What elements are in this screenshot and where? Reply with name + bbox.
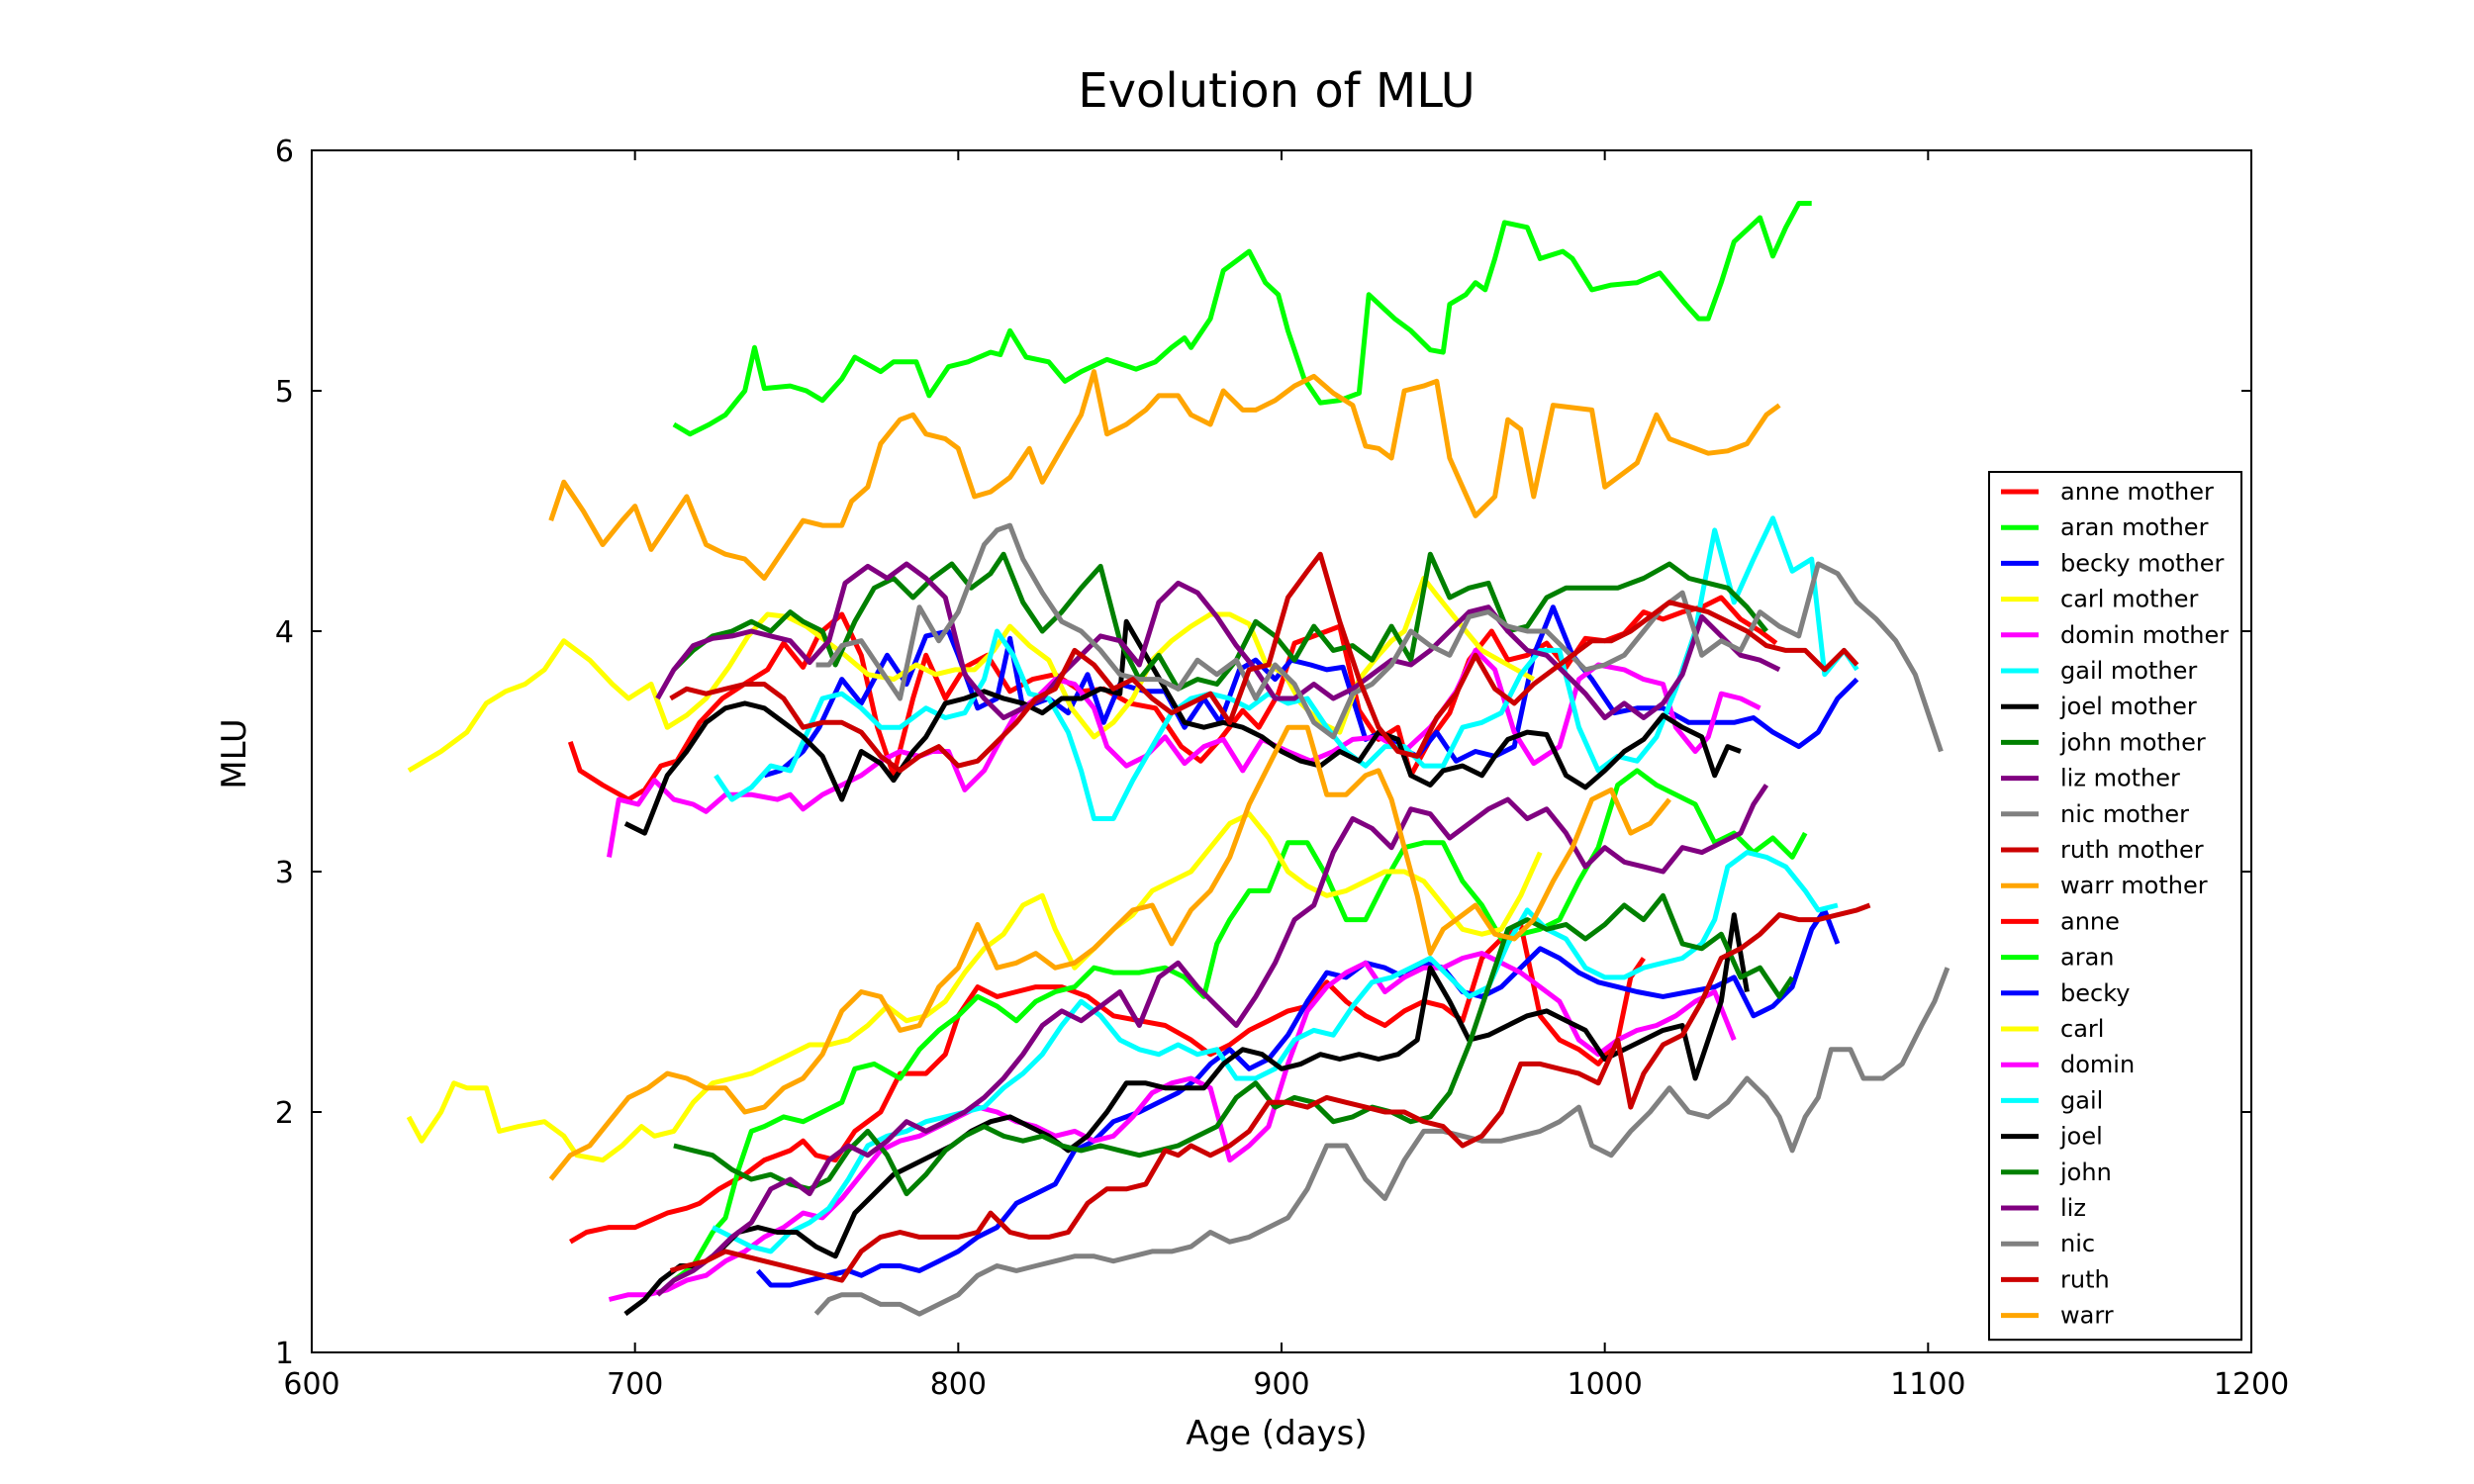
legend: anne mother aran mother becky mother carl m… — [1988, 471, 2242, 1342]
y-tick-label-6: 6 — [275, 135, 294, 169]
y-tick-label-2: 2 — [275, 1096, 294, 1131]
x-tick-label-700: 700 — [607, 1367, 663, 1402]
series-line-ruth-mother — [669, 551, 1859, 774]
legend-frame — [1988, 471, 2242, 1342]
legend-label-anne: anne — [2060, 907, 2120, 935]
series-line-nic — [813, 967, 1951, 1317]
x-axis-label: Age (days) — [1186, 1414, 1367, 1453]
x-tick-label-800: 800 — [930, 1367, 987, 1402]
legend-label-becky: becky — [2060, 979, 2130, 1007]
series-line-john — [673, 892, 1795, 1197]
legend-label-aran: aran — [2060, 944, 2115, 972]
legend-label-carl-mother: carl mother — [2060, 586, 2199, 613]
legend-label-anne-mother: anne mother — [2060, 478, 2214, 506]
y-axis-label: MLU — [215, 718, 254, 788]
series-line-warr — [548, 724, 1671, 1181]
series-line-aran — [672, 768, 1808, 1283]
series-line-anne-mother — [567, 595, 1778, 802]
legend-label-warr-mother: warr mother — [2060, 872, 2208, 899]
series-layer — [406, 201, 1951, 1317]
legend-label-john-mother: john mother — [2059, 728, 2206, 756]
x-tick-label-1100: 1100 — [1890, 1367, 1965, 1402]
legend-label-aran-mother: aran mother — [2060, 513, 2209, 541]
axes-layer: 600 700 800 900 1000 1100 1200 1 2 3 4 5 6 — [275, 135, 2289, 1402]
legend-label-gail-mother: gail mother — [2060, 657, 2197, 685]
x-tick-label-600: 600 — [283, 1367, 339, 1402]
chart-title: Evolution of MLU — [1078, 63, 1475, 119]
series-line-ruth — [669, 902, 1871, 1283]
legend-label-ruth: ruth — [2060, 1265, 2110, 1293]
legend-label-domin-mother: domin mother — [2060, 621, 2229, 649]
series-line-liz-mother — [655, 561, 1781, 720]
legend-label-becky-mother: becky mother — [2060, 549, 2225, 577]
legend-label-joel: joel — [2059, 1123, 2103, 1151]
x-tick-label-1200: 1200 — [2214, 1367, 2289, 1402]
series-line-john-mother — [672, 551, 1768, 692]
x-tick-label-1000: 1000 — [1567, 1367, 1642, 1402]
series-line-carl — [406, 811, 1543, 1163]
legend-label-liz-mother: liz mother — [2060, 765, 2180, 792]
legend-label-carl: carl — [2060, 1015, 2104, 1043]
y-tick-label-3: 3 — [275, 856, 294, 890]
series-line-aran-mother — [672, 201, 1812, 437]
y-tick-label-4: 4 — [275, 615, 294, 650]
series-line-liz — [655, 784, 1769, 1297]
legend-label-liz: liz — [2060, 1194, 2086, 1222]
series-line-gail — [711, 850, 1839, 1254]
series-line-joel-mother — [623, 618, 1742, 836]
series-line-joel — [623, 912, 1750, 1317]
y-tick-label-1: 1 — [275, 1337, 294, 1371]
legend-label-gail: gail — [2060, 1086, 2103, 1114]
series-line-domin — [608, 951, 1737, 1302]
legend-label-joel-mother: joel mother — [2059, 693, 2197, 720]
legend-label-domin: domin — [2060, 1051, 2135, 1078]
x-tick-label-900: 900 — [1253, 1367, 1309, 1402]
legend-label-nic-mother: nic mother — [2060, 800, 2189, 828]
legend-label-ruth-mother: ruth mother — [2060, 836, 2204, 864]
legend-label-john: john — [2059, 1159, 2112, 1186]
series-line-becky — [755, 907, 1841, 1288]
legend-label-nic: nic — [2060, 1230, 2095, 1257]
legend-label-warr: warr — [2060, 1302, 2114, 1330]
y-tick-label-5: 5 — [275, 375, 294, 410]
series-line-warr-mother — [548, 369, 1781, 581]
